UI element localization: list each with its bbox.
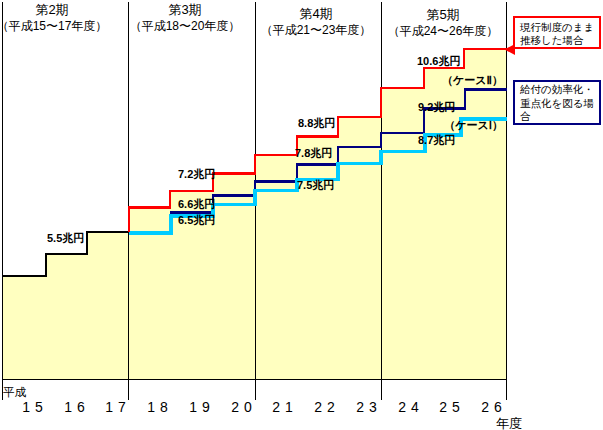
period-title: 第2期 (0, 2, 115, 18)
case1-label: （ケースⅠ） (437, 120, 503, 131)
year-26: 26 (476, 400, 512, 414)
year-16: 16 (59, 400, 95, 414)
period-subtitle: （平成15〜17年度） (0, 18, 115, 34)
legend-reform-case: 給付の効率化・ 重点化を図る場 合 (513, 80, 601, 125)
year-23: 23 (351, 400, 387, 414)
year-25: 25 (434, 400, 470, 414)
period-header-3: 第3期 （平成18〜20年度） (122, 2, 248, 34)
value-label-7-2: 7.2兆円 (178, 169, 215, 180)
value-label-8-7: 8.7兆円 (418, 135, 455, 146)
period-subtitle: （平成21〜23年度） (253, 22, 379, 38)
legend-line: 推移した場合 (520, 34, 599, 47)
legend-line: 合 (520, 110, 599, 124)
year-21: 21 (267, 400, 303, 414)
value-label-9-2: 9.2兆円 (418, 102, 455, 113)
legend-line: 現行制度のまま (520, 21, 599, 34)
legend-line: 重点化を図る場 (520, 97, 599, 111)
era-label: 平成 (3, 385, 26, 400)
legend-line: 給付の効率化・ (520, 83, 599, 97)
value-label-6-6: 6.6兆円 (178, 199, 215, 210)
year-15: 15 (17, 400, 53, 414)
value-label-5-5: 5.5兆円 (47, 233, 84, 244)
value-label-7-5: 7.5兆円 (297, 180, 334, 191)
period-title: 第5期 (380, 7, 506, 23)
period-subtitle: （平成24〜26年度） (380, 23, 506, 39)
chart-canvas (0, 0, 603, 430)
period-header-4: 第4期 （平成21〜23年度） (253, 6, 379, 38)
period-header-2: 第2期 （平成15〜17年度） (0, 2, 115, 34)
year-17: 17 (100, 400, 136, 414)
value-label-8-8: 8.8兆円 (298, 118, 335, 129)
year-18: 18 (142, 400, 178, 414)
year-24: 24 (393, 400, 429, 414)
year-22: 22 (309, 400, 345, 414)
period-title: 第3期 (122, 2, 248, 18)
x-axis-unit: 年度 (496, 415, 522, 430)
period-subtitle: （平成18〜20年度） (122, 18, 248, 34)
value-label-10-6: 10.6兆円 (417, 56, 460, 67)
chart: 第2期 （平成15〜17年度） 第3期 （平成18〜20年度） 第4期 （平成2… (0, 0, 603, 430)
case2-label: （ケースⅡ） (437, 75, 503, 86)
value-label-7-8: 7.8兆円 (295, 148, 332, 159)
year-19: 19 (184, 400, 220, 414)
legend-current-system: 現行制度のまま 推移した場合 (513, 16, 601, 49)
value-label-6-5: 6.5兆円 (178, 215, 215, 226)
year-20: 20 (226, 400, 262, 414)
period-header-5: 第5期 （平成24〜26年度） (380, 7, 506, 39)
period-title: 第4期 (253, 6, 379, 22)
